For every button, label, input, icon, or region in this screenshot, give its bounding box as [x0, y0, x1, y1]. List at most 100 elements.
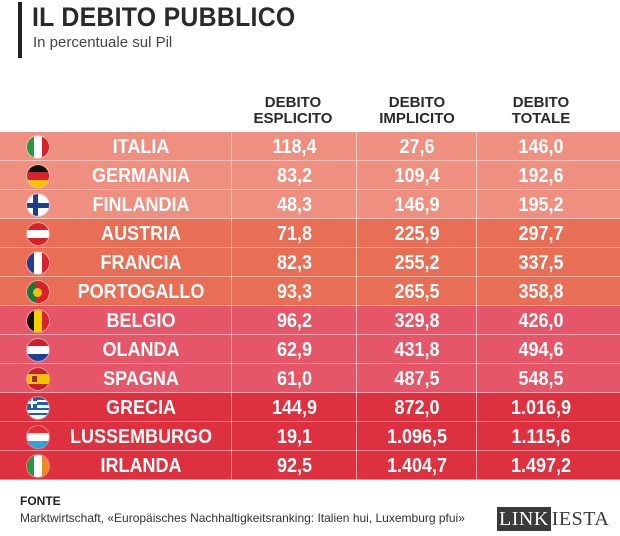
row-separator: [0, 218, 620, 219]
totale-value: 426,0: [518, 310, 564, 332]
totale-value: 195,2: [518, 194, 564, 216]
row-separator: [0, 479, 620, 480]
table-row: ITALIA 118,4 27,6 146,0: [0, 132, 620, 161]
table-row: OLANDA 62,9 431,8 494,6: [0, 335, 620, 364]
column-divider: [231, 219, 232, 248]
country-name: OLANDA: [102, 339, 180, 361]
table-row: BELGIO 96,2 329,8 426,0: [0, 306, 620, 335]
totale-value: 146,0: [518, 136, 564, 158]
implicito-value: 329,8: [394, 310, 440, 332]
column-divider: [356, 335, 357, 364]
column-divider: [476, 248, 477, 277]
column-divider: [356, 248, 357, 277]
column-header-totale: DEBITO TOTALE: [511, 94, 571, 127]
column-divider: [476, 364, 477, 393]
column-divider: [356, 422, 357, 451]
title-accent-bar: [18, 2, 22, 58]
country-name: FRANCIA: [100, 252, 182, 274]
esplicito-value: 93,3: [276, 281, 313, 303]
column-divider: [476, 132, 477, 161]
column-divider: [231, 393, 232, 422]
column-divider: [231, 161, 232, 190]
column-divider: [476, 190, 477, 219]
column-divider: [356, 393, 357, 422]
france-flag-icon: [27, 252, 49, 274]
row-separator: [0, 421, 620, 422]
implicito-value: 1.404,7: [386, 455, 448, 477]
netherlands-flag-icon: [27, 339, 49, 361]
table-row: AUSTRIA 71,8 225,9 297,7: [0, 219, 620, 248]
page-title: IL DEBITO PUBBLICO: [32, 2, 296, 32]
column-divider: [231, 190, 232, 219]
esplicito-value: 62,9: [276, 339, 313, 361]
row-separator: [0, 247, 620, 248]
finland-flag-icon: [27, 194, 49, 216]
implicito-value: 487,5: [394, 368, 440, 390]
portugal-flag-icon: [27, 281, 49, 303]
table-row: GRECIA 144,9 872,0 1.016,9: [0, 393, 620, 422]
column-divider: [231, 277, 232, 306]
column-divider: [231, 451, 232, 480]
row-separator: [0, 276, 620, 277]
column-divider: [356, 306, 357, 335]
totale-value: 337,5: [518, 252, 564, 274]
row-separator: [0, 450, 620, 451]
column-divider: [231, 306, 232, 335]
country-name: AUSTRIA: [100, 223, 181, 245]
implicito-value: 255,2: [394, 252, 440, 274]
country-name: SPAGNA: [103, 368, 179, 390]
column-header-esplicito: DEBITO ESPLICITO: [253, 94, 333, 127]
table-row: FRANCIA 82,3 255,2 337,5: [0, 248, 620, 277]
column-header-implicito: DEBITO IMPLICITO: [379, 94, 455, 127]
row-separator: [0, 334, 620, 335]
table-row: FINLANDIA 48,3 146,9 195,2: [0, 190, 620, 219]
esplicito-value: 83,2: [276, 165, 313, 187]
table-row: PORTOGALLO 93,3 265,5 358,8: [0, 277, 620, 306]
esplicito-value: 19,1: [276, 426, 313, 448]
totale-value: 192,6: [518, 165, 564, 187]
country-name: GERMANIA: [91, 165, 190, 187]
column-divider: [476, 451, 477, 480]
esplicito-value: 144,9: [271, 397, 318, 419]
esplicito-value: 118,4: [272, 136, 317, 158]
esplicito-value: 48,3: [276, 194, 313, 216]
source-text: Marktwirtschaft, «Europäisches Nachhalti…: [20, 511, 465, 525]
luxembourg-flag-icon: [27, 426, 49, 448]
column-divider: [476, 306, 477, 335]
esplicito-value: 61,0: [276, 368, 313, 390]
column-divider: [476, 161, 477, 190]
column-divider: [231, 132, 232, 161]
country-name: BELGIO: [106, 310, 176, 332]
column-divider: [476, 393, 477, 422]
table-row: IRLANDA 92,5 1.404,7 1.497,2: [0, 451, 620, 480]
debt-table: ITALIA 118,4 27,6 146,0 GERMANIA 83,2 109,4 192…: [0, 132, 620, 480]
column-divider: [356, 132, 357, 161]
source-label: FONTE: [20, 494, 61, 508]
country-name: IRLANDA: [100, 455, 182, 477]
ireland-flag-icon: [27, 455, 49, 477]
implicito-value: 109,4: [394, 165, 440, 187]
column-divider: [476, 335, 477, 364]
row-separator: [0, 160, 620, 161]
table-row: GERMANIA 83,2 109,4 192,6: [0, 161, 620, 190]
column-divider: [356, 277, 357, 306]
greece-flag-icon: [27, 397, 49, 419]
column-divider: [231, 364, 232, 393]
country-name: PORTOGALLO: [77, 281, 205, 303]
column-divider: [356, 364, 357, 393]
column-divider: [231, 248, 232, 277]
row-separator: [0, 305, 620, 306]
row-separator: [0, 189, 620, 190]
implicito-value: 1.096,5: [386, 426, 448, 448]
esplicito-value: 82,3: [276, 252, 313, 274]
column-divider: [356, 451, 357, 480]
implicito-value: 146,9: [394, 194, 440, 216]
column-divider: [231, 335, 232, 364]
esplicito-value: 71,8: [276, 223, 313, 245]
implicito-value: 431,8: [394, 339, 440, 361]
implicito-value: 225,9: [394, 223, 440, 245]
linkiesta-logo: LINK IESTA: [497, 507, 610, 531]
column-divider: [476, 422, 477, 451]
column-divider: [476, 219, 477, 248]
implicito-value: 27,6: [399, 136, 435, 158]
